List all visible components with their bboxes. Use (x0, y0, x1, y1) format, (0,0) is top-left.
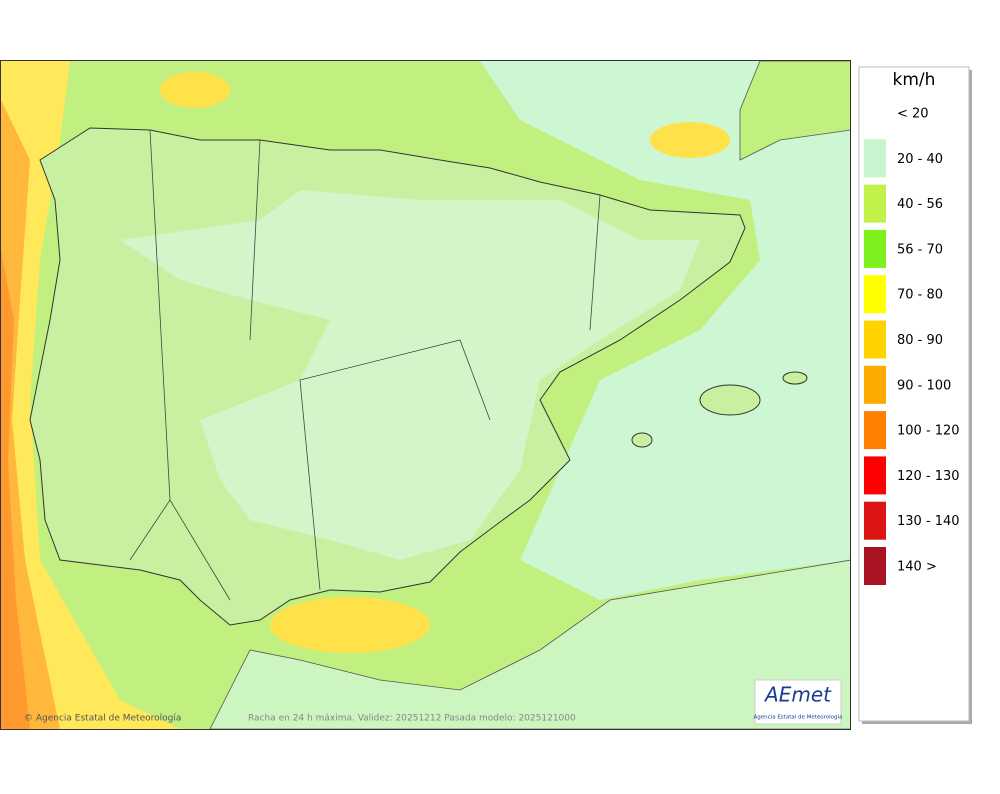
france (739, 61, 850, 161)
legend-label: 80 - 90 (897, 333, 943, 348)
legend-label: 130 - 140 (897, 514, 960, 529)
region-borders (129, 129, 601, 601)
wind-patch (650, 122, 730, 158)
legend-swatch (864, 139, 886, 178)
atlantic-strong (1, 100, 60, 729)
calm-interior (120, 190, 700, 560)
legend-swatch (864, 320, 886, 359)
legend-swatch (864, 547, 886, 585)
logo-box (754, 679, 842, 725)
legend-label: 140 > (897, 560, 937, 575)
legend-label: 40 - 56 (897, 197, 943, 212)
legend-swatch (864, 229, 886, 268)
legend-swatch (864, 184, 886, 223)
atlantic-stronger (1, 250, 30, 729)
wind-patch (270, 597, 430, 653)
legend-label: < 20 (897, 107, 929, 122)
logo: AEmet (763, 683, 832, 707)
legend-label: 56 - 70 (897, 242, 943, 257)
legend-swatch (864, 275, 886, 314)
legend-label: 100 - 120 (897, 424, 960, 439)
legend-swatch (864, 365, 886, 404)
legend-label: 70 - 80 (897, 288, 943, 303)
copyright: © Agencia Estatal de Meteorología (24, 714, 181, 724)
legend-label: 120 - 130 (897, 469, 960, 484)
legend-swatch (864, 501, 886, 540)
legend-label: 90 - 100 (897, 378, 951, 393)
ibiza (631, 432, 653, 448)
legend-label: 20 - 40 (897, 152, 943, 167)
wind-patch (160, 72, 230, 108)
map-frame (0, 60, 851, 730)
logo-subtitle: Agencia Estatal de Meteorología (754, 714, 843, 721)
legend-swatch (864, 456, 886, 495)
mediterranean-calm (480, 61, 850, 600)
map (1, 61, 850, 729)
mallorca (699, 384, 761, 416)
legend-title: km/h (893, 70, 936, 90)
caption: Racha en 24 h máxima. Validez: 20251212 … (248, 714, 576, 724)
africa (209, 559, 850, 729)
legend-swatch (864, 411, 886, 450)
menorca (782, 371, 808, 385)
